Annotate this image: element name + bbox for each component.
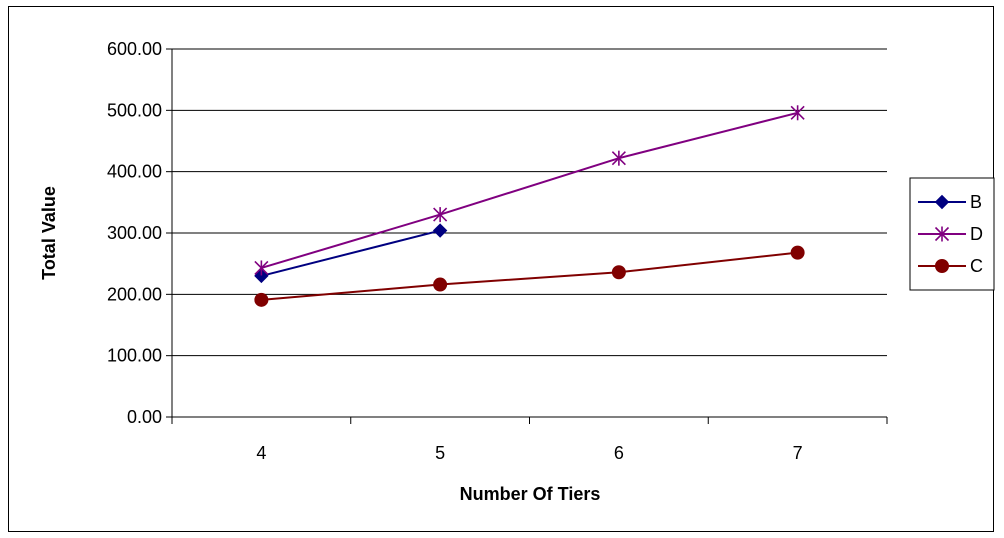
x-tick-label: 5 xyxy=(435,443,445,463)
legend: BDC xyxy=(909,177,995,291)
y-axis-title: Total Value xyxy=(39,186,59,280)
legend-label: C xyxy=(970,256,983,276)
series-D xyxy=(254,105,805,276)
data-point xyxy=(611,265,626,280)
legend-item-D: D xyxy=(918,224,983,244)
legend-marker xyxy=(934,226,950,242)
series-line xyxy=(261,111,798,269)
data-point xyxy=(790,105,805,121)
x-tick-label: 7 xyxy=(793,443,803,463)
y-tick-label: 400.00 xyxy=(107,162,162,182)
data-point xyxy=(432,223,448,238)
series-line xyxy=(261,229,441,277)
data-point xyxy=(254,292,269,307)
tick-labels: 0.00 100.00 200.00 300.00 400.00 500.00 600.00… xyxy=(107,39,803,463)
legend-marker xyxy=(934,194,950,210)
y-tick-label: 200.00 xyxy=(107,284,162,304)
gridlines xyxy=(172,48,887,357)
legend-label: D xyxy=(970,224,983,244)
y-tick-label: 300.00 xyxy=(107,223,162,243)
series-C xyxy=(254,245,805,307)
legend-item-C: C xyxy=(918,256,983,276)
x-tick-label: 6 xyxy=(614,443,624,463)
y-tick-label: 0.00 xyxy=(127,407,162,427)
data-point xyxy=(254,268,269,284)
y-tick-label: 600.00 xyxy=(107,39,162,59)
legend-marker xyxy=(935,259,949,273)
series-lines xyxy=(254,105,805,307)
data-point xyxy=(433,207,448,223)
y-tick-label: 100.00 xyxy=(107,346,162,366)
x-axis-title: Number Of Tiers xyxy=(460,484,601,504)
x-tick-label: 4 xyxy=(256,443,266,463)
y-tick-label: 500.00 xyxy=(107,100,162,120)
series-line xyxy=(261,251,798,301)
legend-item-B: B xyxy=(918,192,982,212)
data-point xyxy=(790,245,805,260)
data-point xyxy=(611,150,626,166)
legend-label: B xyxy=(970,192,982,212)
data-point xyxy=(433,277,448,292)
series-B xyxy=(254,223,448,284)
data-point xyxy=(254,260,269,276)
axes xyxy=(166,48,888,424)
